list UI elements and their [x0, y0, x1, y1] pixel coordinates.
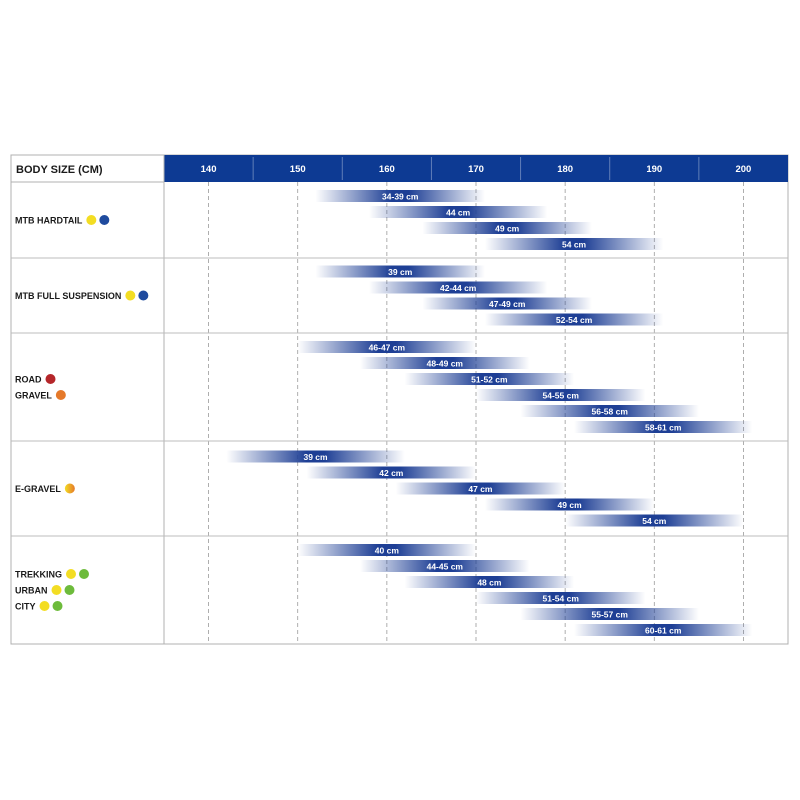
size-bar-label: 54 cm — [642, 516, 667, 526]
category-dot-icon — [64, 483, 75, 494]
size-bar-label: 54 cm — [562, 240, 587, 250]
size-bar — [297, 544, 476, 556]
size-bar — [404, 576, 575, 588]
size-bar — [520, 608, 699, 620]
size-bar — [315, 265, 485, 278]
category-dot-icon — [66, 569, 76, 579]
size-bar — [574, 421, 753, 433]
category-dot-icon — [138, 290, 149, 301]
size-bar — [476, 389, 646, 401]
x-tick-label: 170 — [468, 164, 484, 175]
category-dot-icon — [55, 390, 66, 400]
size-bar — [395, 482, 566, 495]
size-bar-label: 49 cm — [495, 224, 520, 234]
x-tick-label: 180 — [557, 164, 573, 175]
size-bar-label: 47-49 cm — [489, 299, 526, 309]
category-dot-icon — [52, 601, 63, 611]
header-ticks: 140 150 160 170 180 190 200 — [201, 157, 751, 180]
size-bar — [484, 313, 664, 326]
category-label: MTB HARDTAIL — [15, 216, 83, 226]
size-bar — [484, 498, 655, 511]
category-label: URBAN — [15, 586, 48, 596]
x-tick-label: 150 — [290, 164, 306, 175]
size-bar — [422, 222, 592, 234]
size-bar-label: 34-39 cm — [382, 192, 419, 202]
category-dot-icon — [45, 374, 56, 384]
x-tick-label: 160 — [379, 164, 395, 175]
category-dot-icon — [99, 215, 110, 225]
category-dot-icon — [39, 601, 50, 611]
category-dot-icon — [125, 290, 136, 301]
size-bar — [297, 341, 476, 353]
size-bar — [565, 514, 744, 527]
size-bar — [422, 297, 592, 310]
x-tick-label: 190 — [646, 164, 662, 175]
size-bar-label: 48 cm — [477, 578, 502, 588]
category-dot-icon — [79, 569, 89, 579]
size-bar — [484, 238, 664, 250]
category-label: CITY — [15, 602, 36, 612]
category-label: ROAD — [15, 375, 42, 385]
size-bar-label: 55-57 cm — [592, 610, 629, 620]
size-bar — [574, 624, 753, 636]
size-bar-label: 52-54 cm — [556, 315, 593, 325]
size-bar-label: 56-58 cm — [592, 407, 629, 417]
size-bar-label: 54-55 cm — [542, 391, 579, 401]
header-label: BODY SIZE (CM) — [16, 164, 103, 176]
size-bar-label: 60-61 cm — [645, 626, 682, 636]
size-bar — [306, 466, 476, 479]
category-label: MTB FULL SUSPENSION — [15, 291, 121, 301]
size-bar — [476, 592, 646, 604]
size-bar-label: 39 cm — [303, 452, 328, 462]
category-label: TREKKING — [15, 570, 62, 580]
size-bar — [315, 190, 485, 202]
size-bar-label: 44-45 cm — [427, 562, 464, 572]
size-bar-label: 40 cm — [375, 546, 400, 556]
category-dot-icon — [64, 585, 75, 595]
category-dot-icon — [86, 215, 97, 225]
size-bar-label: 51-54 cm — [542, 594, 579, 604]
size-bar — [520, 405, 699, 417]
category-label: GRAVEL — [15, 391, 52, 401]
size-bar-label: 42 cm — [379, 468, 404, 478]
header-band — [164, 155, 788, 182]
x-tick-label: 140 — [201, 164, 217, 175]
size-bar — [360, 560, 530, 572]
size-bar-label: 58-61 cm — [645, 423, 682, 433]
x-tick-label: 200 — [735, 164, 751, 175]
bars: 34-39 cm 44 cm 49 cm 54 cm 39 cm 42-44 cm 47-4… — [226, 190, 753, 636]
size-bar-label: 42-44 cm — [440, 283, 477, 293]
size-bar-label: 48-49 cm — [427, 359, 464, 369]
header-label-cell — [10, 154, 165, 183]
size-bar-label: 51-52 cm — [471, 375, 508, 385]
size-bar-label: 44 cm — [446, 208, 471, 218]
category-dot-icon — [51, 585, 62, 595]
size-bar-label: 47 cm — [468, 484, 493, 494]
size-bar-label: 39 cm — [388, 267, 413, 277]
size-bar — [226, 450, 405, 463]
size-bar-label: 46-47 cm — [369, 343, 406, 353]
category-label: E-GRAVEL — [15, 484, 61, 494]
size-bar — [369, 206, 548, 218]
size-bar — [369, 281, 548, 294]
size-bar — [360, 357, 530, 369]
size-bar — [404, 373, 575, 385]
category-labels: MTB HARDTAIL MTB FULL SUSPENSION ROAD GRAVE… — [15, 215, 149, 612]
group-separators — [11, 257, 788, 537]
size-bar-label: 49 cm — [558, 500, 583, 510]
